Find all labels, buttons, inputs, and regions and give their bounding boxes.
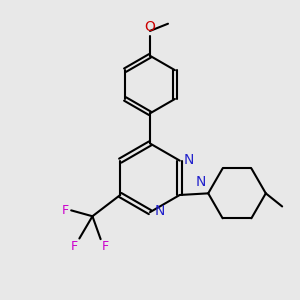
Text: F: F — [62, 204, 69, 217]
Text: O: O — [145, 20, 155, 34]
Text: N: N — [154, 204, 165, 218]
Text: N: N — [195, 176, 206, 189]
Text: N: N — [184, 153, 194, 167]
Text: F: F — [71, 240, 78, 253]
Text: F: F — [102, 241, 109, 254]
